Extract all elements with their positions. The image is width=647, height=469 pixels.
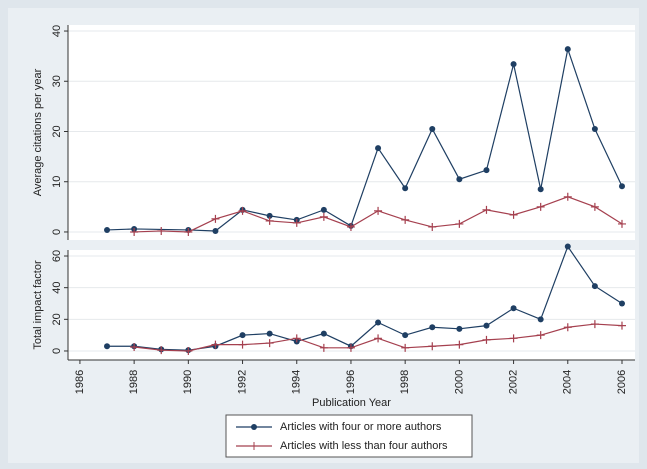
point bbox=[292, 218, 301, 227]
point bbox=[266, 330, 273, 337]
legend-marker bbox=[251, 424, 257, 430]
point bbox=[238, 340, 247, 349]
point bbox=[428, 222, 437, 231]
legend bbox=[225, 414, 473, 458]
x-tick-label: 2006 bbox=[616, 370, 628, 394]
point bbox=[455, 219, 464, 228]
point bbox=[346, 222, 355, 231]
point bbox=[536, 331, 545, 340]
point bbox=[428, 342, 437, 351]
point bbox=[590, 320, 599, 329]
x-tick-label: 1986 bbox=[74, 370, 86, 394]
y-tick-label: 30 bbox=[51, 75, 63, 87]
legend-label: Articles with four or more authors bbox=[280, 421, 442, 433]
point bbox=[265, 216, 274, 225]
x-tick-label: 1990 bbox=[182, 370, 194, 394]
point bbox=[212, 227, 219, 234]
x-tick-label: 2000 bbox=[453, 370, 465, 394]
point bbox=[536, 202, 545, 211]
y-tick-label: 0 bbox=[51, 229, 63, 235]
x-tick-label: 1996 bbox=[345, 370, 357, 394]
point bbox=[617, 321, 626, 330]
point bbox=[211, 340, 220, 349]
point bbox=[319, 212, 328, 221]
point bbox=[483, 167, 490, 174]
y-tick-label: 20 bbox=[51, 313, 63, 325]
point bbox=[238, 206, 247, 215]
point bbox=[591, 283, 598, 290]
point bbox=[402, 332, 409, 339]
point bbox=[320, 206, 327, 213]
point bbox=[429, 324, 436, 331]
point bbox=[265, 339, 274, 348]
y-tick-label: 40 bbox=[51, 25, 63, 37]
point bbox=[401, 215, 410, 224]
point bbox=[402, 185, 409, 192]
point bbox=[184, 227, 193, 236]
point bbox=[211, 214, 220, 223]
point bbox=[130, 227, 139, 236]
plot-area bbox=[68, 250, 635, 360]
y-tick-label: 10 bbox=[51, 176, 63, 188]
x-axis-label: Publication Year bbox=[312, 397, 391, 409]
point bbox=[401, 343, 410, 352]
point bbox=[374, 334, 383, 343]
point bbox=[157, 346, 166, 355]
point bbox=[482, 205, 491, 214]
point bbox=[429, 125, 436, 132]
x-tick-label: 1992 bbox=[236, 370, 248, 394]
plot-area bbox=[68, 25, 635, 240]
point bbox=[104, 226, 111, 233]
point bbox=[563, 192, 572, 201]
point bbox=[130, 343, 139, 352]
legend-marker bbox=[250, 442, 258, 450]
point bbox=[374, 206, 383, 215]
point bbox=[537, 186, 544, 193]
point bbox=[375, 145, 382, 152]
point bbox=[456, 325, 463, 332]
point bbox=[509, 334, 518, 343]
x-tick-label: 1988 bbox=[128, 370, 140, 394]
point bbox=[375, 319, 382, 326]
y-tick-label: 0 bbox=[51, 348, 63, 354]
point bbox=[292, 334, 301, 343]
y-tick-label: 40 bbox=[51, 282, 63, 294]
y-tick-label: 60 bbox=[51, 250, 63, 262]
point bbox=[590, 202, 599, 211]
point bbox=[617, 219, 626, 228]
point bbox=[618, 183, 625, 190]
point bbox=[239, 332, 246, 339]
point bbox=[456, 176, 463, 183]
point bbox=[564, 46, 571, 53]
point bbox=[346, 343, 355, 352]
point bbox=[184, 346, 193, 355]
x-tick-label: 1998 bbox=[399, 370, 411, 394]
y-axis-label: Average citations per year bbox=[32, 68, 44, 196]
y-axis-label: Total impact factor bbox=[32, 260, 44, 350]
x-tick-label: 2002 bbox=[507, 370, 519, 394]
point bbox=[320, 330, 327, 337]
point bbox=[319, 343, 328, 352]
point bbox=[564, 243, 571, 250]
x-tick-label: 2004 bbox=[562, 370, 574, 394]
point bbox=[510, 305, 517, 312]
point bbox=[266, 212, 273, 219]
point bbox=[157, 226, 166, 235]
point bbox=[509, 210, 518, 219]
point bbox=[591, 125, 598, 132]
y-tick-label: 20 bbox=[51, 125, 63, 137]
point bbox=[618, 300, 625, 307]
point bbox=[455, 340, 464, 349]
point bbox=[482, 335, 491, 344]
point bbox=[537, 316, 544, 323]
point bbox=[563, 323, 572, 332]
legend-label: Articles with less than four authors bbox=[280, 440, 448, 452]
point bbox=[510, 61, 517, 68]
point bbox=[104, 343, 111, 350]
x-tick-label: 1994 bbox=[291, 370, 303, 394]
point bbox=[483, 322, 490, 329]
